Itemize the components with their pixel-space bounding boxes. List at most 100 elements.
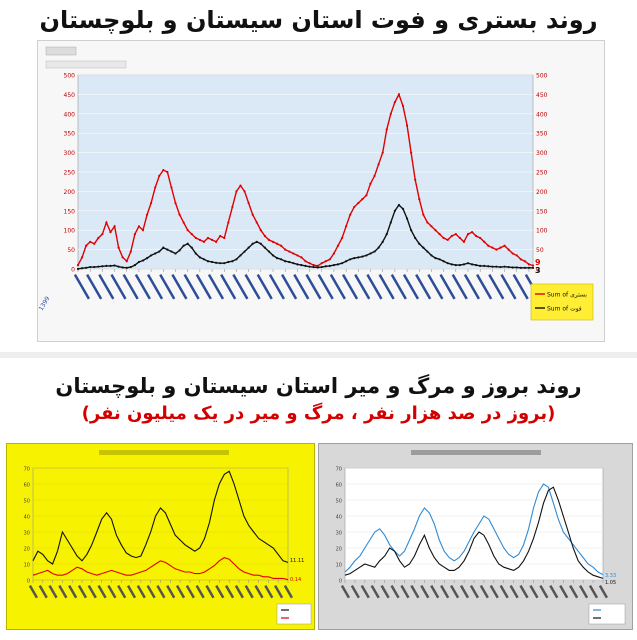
x-tick-label-mark xyxy=(183,274,200,300)
data-point xyxy=(523,260,526,263)
legend-box xyxy=(588,603,626,625)
data-point xyxy=(202,258,206,261)
data-point xyxy=(523,266,526,269)
data-point xyxy=(137,225,141,228)
data-point xyxy=(154,252,157,255)
x-tick-label-mark xyxy=(420,585,430,599)
data-point xyxy=(255,221,258,224)
y-right-tick-label: 0 xyxy=(536,267,540,274)
data-point xyxy=(85,244,88,247)
data-point xyxy=(186,229,189,232)
data-point xyxy=(316,264,319,267)
data-point xyxy=(503,244,506,247)
x-tick-label-mark xyxy=(136,585,146,599)
data-point xyxy=(219,234,222,238)
data-point xyxy=(389,112,392,115)
data-point xyxy=(519,266,522,269)
x-tick-label-mark xyxy=(440,585,450,599)
x-tick-label-mark xyxy=(224,585,235,599)
legend-label-1: Sum of فوت xyxy=(547,306,582,313)
x-tick-label-mark xyxy=(489,585,499,599)
data-point xyxy=(450,234,453,238)
data-point xyxy=(495,265,498,268)
data-point xyxy=(141,259,145,262)
data-point xyxy=(361,255,364,258)
data-point xyxy=(296,263,299,266)
data-point xyxy=(243,250,246,253)
data-point xyxy=(235,258,238,261)
data-point xyxy=(89,240,92,243)
data-point xyxy=(454,264,457,267)
y-tick-label: 0 xyxy=(339,579,342,585)
x-tick-label-mark xyxy=(512,273,529,300)
y-tick-label: 30 xyxy=(24,531,30,537)
data-point xyxy=(202,240,206,243)
data-point xyxy=(231,205,234,209)
y-tick-label: 20 xyxy=(24,547,30,553)
bottom-section-title: روند بروز و مرگ و میر استان سیستان و بلو… xyxy=(55,374,582,398)
x-tick-label-mark xyxy=(350,585,360,599)
x-tick-label-mark xyxy=(122,274,139,300)
data-point xyxy=(263,246,266,249)
data-point xyxy=(393,101,396,104)
data-point xyxy=(462,240,466,243)
data-point xyxy=(117,246,120,249)
data-point xyxy=(300,256,303,259)
bottom-section-subtitle: (بروز در صد هزار نفر ، مرگ و میر در یک م… xyxy=(81,403,556,424)
data-point xyxy=(308,262,311,265)
y-right-tick-label: 300 xyxy=(536,150,548,157)
data-point xyxy=(446,262,449,265)
data-point xyxy=(247,201,250,205)
data-point xyxy=(263,234,266,238)
data-point xyxy=(511,252,514,255)
x-tick-label-mark xyxy=(254,585,264,599)
data-point xyxy=(190,246,193,249)
data-point xyxy=(373,174,376,177)
data-point xyxy=(320,262,323,265)
data-point xyxy=(280,258,283,261)
data-point xyxy=(434,229,437,232)
data-point xyxy=(206,260,210,263)
data-point xyxy=(345,260,348,263)
data-point xyxy=(385,232,388,236)
end-value-black: 11.11 xyxy=(290,558,304,564)
y-tick-label: 20 xyxy=(336,547,342,553)
x-tick-label-mark xyxy=(215,585,225,599)
data-point xyxy=(247,246,250,249)
y-tick-label: 0 xyxy=(71,267,75,274)
legend-label-0: Sum of بستری xyxy=(547,292,587,299)
data-point xyxy=(194,252,197,255)
x-tick-label-mark xyxy=(340,585,350,599)
data-point xyxy=(393,209,396,212)
data-point xyxy=(137,260,141,264)
plot-area xyxy=(344,467,604,581)
legend-box xyxy=(276,603,312,625)
x-tick-label-mark xyxy=(451,273,468,300)
data-point xyxy=(186,242,189,245)
x-tick-label-mark xyxy=(439,273,456,300)
x-tick-label-mark xyxy=(97,585,107,599)
y-right-tick-label: 450 xyxy=(536,92,548,99)
data-point xyxy=(414,236,417,240)
data-point xyxy=(109,264,112,267)
data-point xyxy=(80,267,84,270)
data-point xyxy=(158,250,161,253)
data-point xyxy=(271,254,275,257)
x-tick-label-mark xyxy=(234,585,244,599)
data-point xyxy=(418,198,421,201)
data-point xyxy=(353,257,356,260)
data-point xyxy=(97,265,100,268)
y-right-tick-label: 100 xyxy=(536,228,548,235)
data-point xyxy=(312,265,315,269)
data-point xyxy=(304,264,307,267)
data-point xyxy=(324,265,327,268)
data-point xyxy=(470,263,474,266)
data-point xyxy=(89,265,92,269)
data-point xyxy=(215,240,218,243)
x-tick-label-mark xyxy=(329,273,346,300)
x-tick-label-mark xyxy=(195,585,205,599)
y-tick-label: 350 xyxy=(64,131,76,138)
x-axis-first-label: 1399 xyxy=(38,295,51,312)
x-tick-label-mark xyxy=(380,585,390,599)
data-point xyxy=(495,248,498,251)
